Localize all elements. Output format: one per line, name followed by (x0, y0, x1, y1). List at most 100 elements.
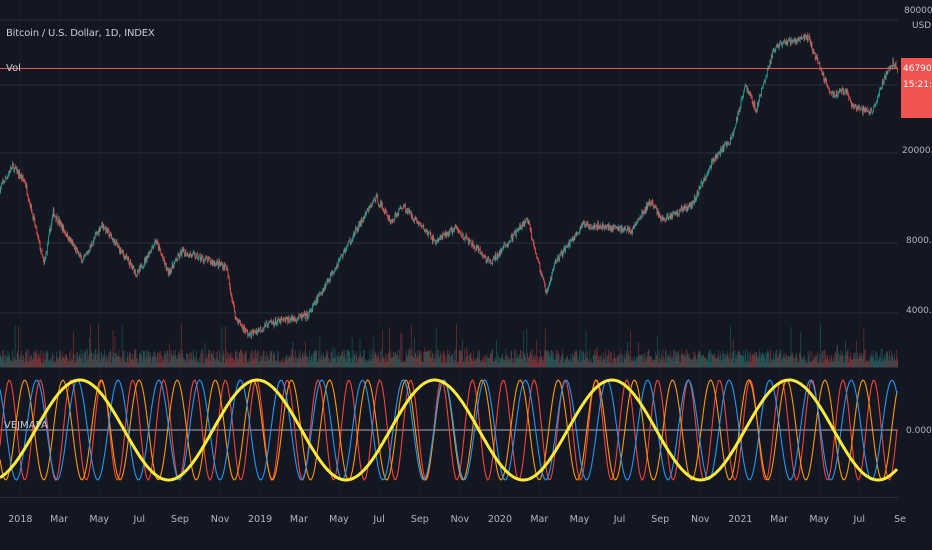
volume-bar (192, 349, 194, 367)
time-axis-line (0, 497, 898, 498)
candle-body (83, 258, 84, 261)
volume-bar (259, 360, 261, 367)
volume-bar (705, 357, 706, 367)
candle-body (849, 98, 851, 101)
volume-bar (458, 361, 459, 367)
volume-bar (487, 356, 488, 367)
candle-body (546, 290, 547, 293)
candle-body (221, 263, 222, 265)
volume-bar (788, 356, 790, 367)
candle-body (812, 48, 813, 53)
volume-bar (119, 357, 120, 367)
candle-body (126, 255, 128, 259)
volume-bar (575, 352, 576, 367)
volume-bar (874, 360, 876, 367)
volume-bar (297, 357, 298, 367)
volume-bar (351, 362, 352, 367)
candle-body (273, 323, 275, 326)
x-tick-label: 2021 (728, 514, 753, 525)
x-tick-label: Mar (530, 514, 549, 525)
volume-bar (372, 358, 374, 367)
candle-body (105, 227, 107, 233)
volume-bar (658, 350, 660, 367)
candle-body (853, 104, 854, 107)
volume-bar (301, 360, 302, 367)
candle-body (723, 145, 725, 152)
candle-body (761, 89, 762, 96)
candle-body (196, 253, 198, 255)
volume-bar (525, 357, 526, 367)
candle-body (507, 244, 509, 246)
symbol-title[interactable]: Bitcoin / U.S. Dollar, 1D, INDEX (6, 28, 155, 39)
price-chart[interactable] (0, 0, 898, 367)
volume-bar (561, 349, 563, 367)
volume-label[interactable]: Vol (6, 63, 21, 74)
volume-bar (643, 362, 645, 367)
volume-bar (48, 361, 49, 367)
candle-body (690, 201, 692, 207)
candle-body (257, 330, 258, 334)
volume-bar (782, 358, 783, 367)
candle-body (422, 225, 423, 227)
candle-body (45, 252, 47, 257)
candle-body (348, 241, 350, 242)
volume-bar (485, 361, 487, 367)
volume-bar (690, 358, 691, 367)
volume-bar (47, 350, 49, 367)
volume-bar (688, 355, 689, 367)
candle-body (569, 241, 571, 246)
volume-bar (115, 352, 117, 367)
candle-body (171, 268, 172, 273)
candle-body (259, 329, 260, 332)
candle-body (666, 215, 668, 219)
volume-bar (136, 358, 138, 367)
volume-bar (43, 358, 44, 367)
volume-bar (222, 354, 224, 367)
volume-bar (455, 349, 457, 367)
volume-bar (527, 358, 529, 367)
volume-bar (395, 351, 396, 367)
volume-bar (711, 352, 712, 367)
volume-bar (671, 355, 673, 367)
candle-body (858, 106, 860, 108)
candle-body (686, 206, 688, 210)
candle-body (159, 249, 161, 252)
candle-body (94, 237, 95, 239)
candle-body (71, 241, 73, 245)
indicator-label[interactable]: VEJMAPA (4, 420, 48, 431)
volume-bar (501, 354, 503, 367)
volume-bar (619, 354, 620, 367)
volume-bar (567, 359, 569, 367)
price-scale[interactable]: 80000.00 USD 20000.00 8000.00 4000.00 0.… (898, 0, 932, 510)
volume-bar (373, 337, 375, 367)
candle-body (478, 248, 480, 251)
candle-body (106, 227, 107, 233)
volume-bar (217, 350, 218, 367)
volume-bar (92, 352, 94, 367)
volume-bar (498, 357, 500, 367)
volume-bar (298, 352, 300, 367)
volume-bar (862, 353, 864, 367)
volume-bar (893, 358, 895, 367)
volume-bar (203, 362, 204, 367)
currency-label: USD (912, 21, 932, 31)
oscillator-chart[interactable] (0, 367, 898, 497)
candle-body (25, 183, 26, 187)
volume-bar (582, 351, 584, 367)
candle-body (358, 223, 360, 227)
candle-body (410, 211, 411, 213)
volume-bar (489, 353, 491, 367)
candle-body (12, 163, 14, 166)
candle-body (292, 317, 294, 321)
candle-body (130, 261, 132, 264)
candle-body (366, 211, 367, 214)
candle-body (786, 41, 788, 46)
candle-body (96, 232, 98, 234)
volume-bar (542, 360, 543, 367)
candle-body (663, 217, 665, 220)
volume-bar (29, 357, 30, 367)
volume-bar (382, 358, 384, 367)
candle-body (353, 233, 354, 238)
volume-bar (470, 352, 472, 367)
volume-bar (495, 359, 497, 367)
